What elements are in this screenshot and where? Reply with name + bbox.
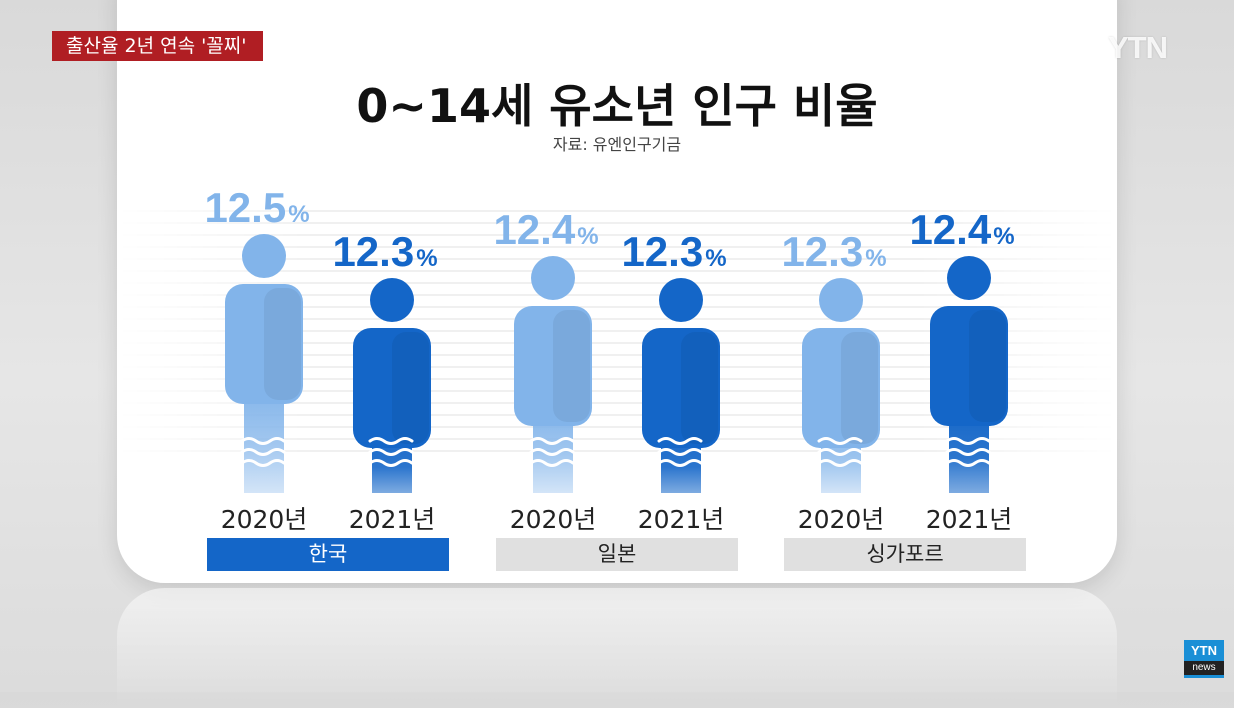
wave-mark: [529, 437, 575, 445]
figure-head: [947, 256, 991, 300]
figure-1-1: 12.5% 2020년: [204, 184, 309, 534]
figure-shade: [841, 332, 878, 444]
year-label: 2021년: [926, 505, 1013, 534]
year-label: 2020년: [510, 505, 597, 534]
pictogram-chart: 12.5% 2020년 12.3% 2021년 12.4% 2020년 12.3% 2021년…: [204, 184, 1014, 534]
wave-mark: [240, 437, 286, 445]
wave-mark: [657, 448, 703, 456]
figure-1-2: 12.3% 2021년: [332, 228, 437, 534]
country-bar-2: 일본: [496, 538, 738, 571]
year-label: 2020년: [798, 505, 885, 534]
ytn-logo: YTN: [1108, 30, 1168, 65]
figure-shade: [392, 332, 429, 444]
chart-source: 자료: 유엔인구기금: [552, 135, 682, 154]
badge-bottom: news: [1184, 661, 1224, 675]
country-bar-1: 한국: [207, 538, 449, 571]
year-label: 2021년: [638, 505, 725, 534]
wave-mark: [945, 437, 991, 445]
value-label: 12.4%: [493, 206, 598, 253]
figure-shade: [264, 288, 301, 400]
figure-shade: [969, 310, 1006, 422]
figure-3-2: 12.4% 2021년: [909, 206, 1014, 534]
value-label: 12.4%: [909, 206, 1014, 253]
wave-mark: [817, 459, 863, 467]
wave-mark: [368, 459, 414, 467]
figure-torso: [225, 284, 303, 404]
badge-top: YTN: [1191, 643, 1217, 658]
figure-shade: [553, 310, 590, 422]
wave-mark: [657, 459, 703, 467]
country-bar-3: 싱가포르: [784, 538, 1026, 571]
wave-mark: [529, 459, 575, 467]
figure-shade: [681, 332, 718, 444]
year-label: 2020년: [221, 505, 308, 534]
figure-head: [659, 278, 703, 322]
figure-2-2: 12.3% 2021년: [621, 228, 726, 534]
country-bars: 한국 일본 싱가포르: [207, 538, 1026, 571]
figure-torso: [353, 328, 431, 448]
value-label: 12.3%: [781, 228, 886, 275]
value-label: 12.3%: [621, 228, 726, 275]
wave-mark: [817, 448, 863, 456]
wave-mark: [817, 437, 863, 445]
value-label: 12.3%: [332, 228, 437, 275]
figure-head: [819, 278, 863, 322]
wave-mark: [529, 448, 575, 456]
figure-torso: [642, 328, 720, 448]
wave-mark: [368, 437, 414, 445]
figure-head: [370, 278, 414, 322]
figure-torso: [802, 328, 880, 448]
wave-mark: [240, 448, 286, 456]
wave-mark: [945, 448, 991, 456]
value-label: 12.5%: [204, 184, 309, 231]
ytn-news-badge: YTN news: [1184, 640, 1224, 678]
figure-3-1: 12.3% 2020년: [781, 228, 886, 534]
figure-head: [531, 256, 575, 300]
wave-mark: [657, 437, 703, 445]
wave-mark: [945, 459, 991, 467]
figure-2-1: 12.4% 2020년: [493, 206, 598, 534]
figure-torso: [514, 306, 592, 426]
news-headline: 출산율 2년 연속 '꼴찌': [52, 31, 263, 61]
wave-mark: [240, 459, 286, 467]
year-label: 2021년: [349, 505, 436, 534]
figure-head: [242, 234, 286, 278]
card-reflection: [117, 588, 1117, 708]
wave-mark: [368, 448, 414, 456]
chart-title: 0~14세 유소년 인구 비율: [356, 79, 878, 133]
figure-torso: [930, 306, 1008, 426]
